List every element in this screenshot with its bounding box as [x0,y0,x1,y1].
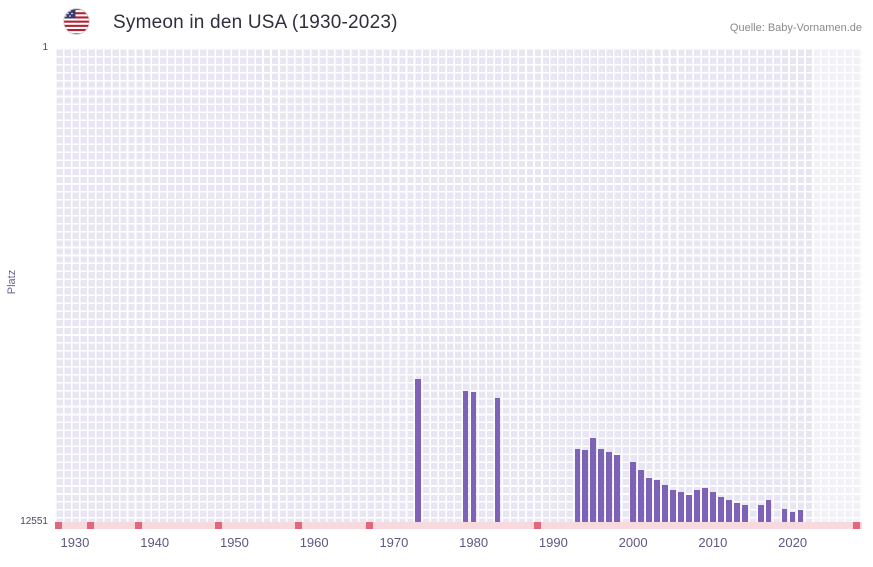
x-axis-label-1960: 1960 [299,535,329,550]
x-axis-label-1930: 1930 [60,535,90,550]
rank-bar-1979[interactable] [462,390,469,525]
y-axis-top-label: 1 [42,42,48,53]
no-data-tick-1967 [366,522,374,529]
rank-bar-2012[interactable] [726,499,732,525]
x-axis-strip [55,522,862,529]
rank-bar-2005[interactable] [670,490,676,525]
rank-bar-2000[interactable] [630,461,636,525]
rank-bar-2002[interactable] [646,477,652,525]
rank-bar-1994[interactable] [582,450,589,525]
rank-bar-1995[interactable] [590,438,597,525]
rank-bar-1980[interactable] [470,391,477,525]
no-data-tick-1948 [214,522,222,529]
rank-bar-2008[interactable] [694,490,700,525]
rank-bar-2009[interactable] [702,487,708,525]
x-axis-label-1980: 1980 [459,535,489,550]
page-title: Symeon in den USA (1930-2023) [113,12,398,33]
no-data-tick-1988 [533,522,541,529]
rank-bar-1993[interactable] [574,449,581,525]
x-axis-labels: 1930 1940 1950 1960 1970 1980 1990 2000 2010 2020 [55,535,862,553]
no-data-tick-1928 [55,522,63,529]
rank-bar-1997[interactable] [606,451,612,525]
x-axis-label-1940: 1940 [140,535,170,550]
rank-bar-2001[interactable] [638,470,644,525]
x-axis-label-1990: 1990 [538,535,568,550]
y-axis-bottom-label: 12551 [20,516,48,527]
no-data-tick-1932 [87,522,95,529]
rank-bar-2007[interactable] [686,495,692,525]
rank-bar-2006[interactable] [678,492,684,525]
x-axis-label-1950: 1950 [219,535,249,550]
no-data-tick-1958 [294,522,302,529]
rank-bar-1973[interactable] [415,379,421,525]
rank-bar-1998[interactable] [614,455,620,525]
plot-area [55,48,862,525]
rank-bar-2010[interactable] [710,492,716,525]
rank-bar-2004[interactable] [662,485,668,525]
rank-bar-2019[interactable] [781,509,788,525]
rank-bar-2011[interactable] [718,496,724,525]
rank-bar-2016[interactable] [757,505,764,525]
y-axis-title: Platz [6,269,18,295]
x-axis-label-2010: 2010 [698,535,728,550]
rank-bar-1996[interactable] [598,449,605,525]
rank-bar-2003[interactable] [654,479,660,525]
rank-bar-2017[interactable] [765,499,772,525]
no-data-tick-1938 [135,522,143,529]
rank-bar-1983[interactable] [494,398,501,525]
x-axis-label-2020: 2020 [778,535,808,550]
rank-bar-2020[interactable] [789,511,796,525]
x-axis-label-1970: 1970 [379,535,409,550]
rank-bar-2014[interactable] [741,505,748,525]
source-credit: Quelle: Baby-Vornamen.de [729,22,862,34]
highlight-band [813,48,862,525]
rank-bar-2013[interactable] [734,502,740,525]
rank-bar-2021[interactable] [797,510,804,525]
no-data-tick-2028 [852,522,860,529]
us-flag-icon [63,8,90,35]
x-axis-label-2000: 2000 [618,535,648,550]
